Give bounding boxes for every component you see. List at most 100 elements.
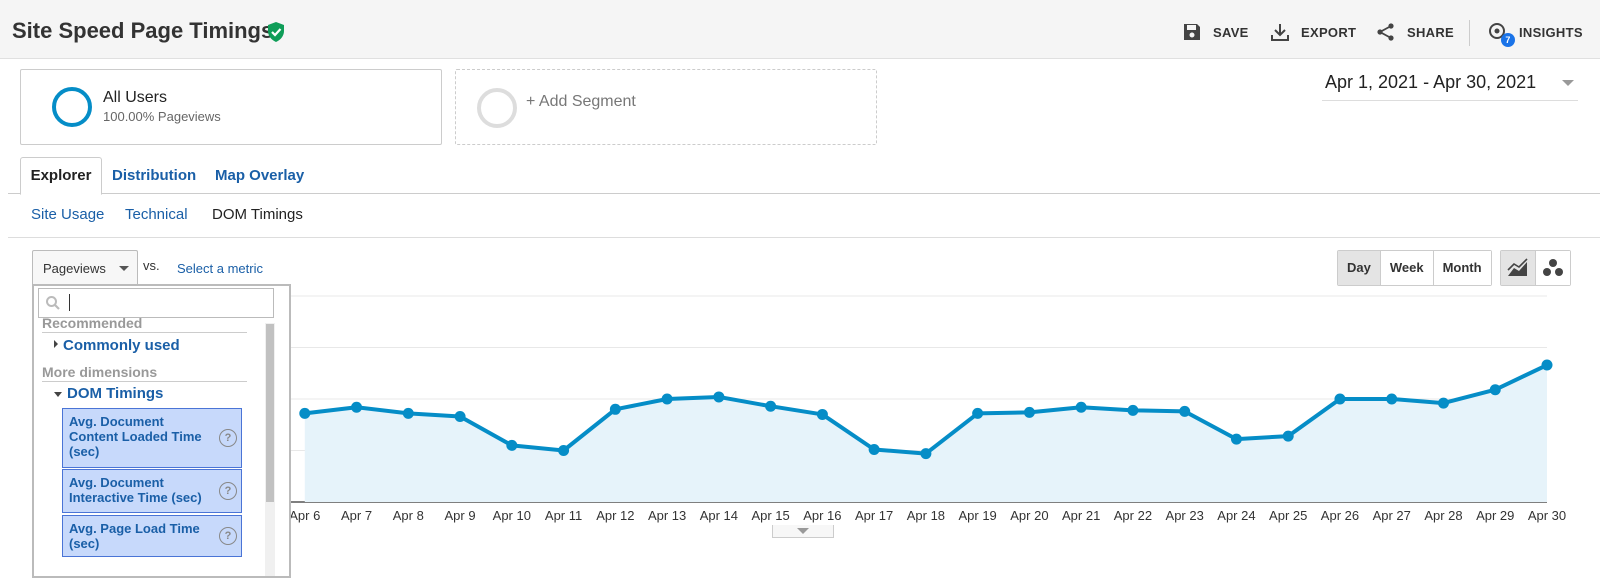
help-icon[interactable]: ? [219,527,237,545]
x-tick-label: Apr 20 [1010,508,1048,523]
data-point-apr-11 [558,445,570,456]
x-tick-label: Apr 11 [545,508,582,523]
x-tick-label: Apr 23 [1166,508,1204,523]
x-tick-label: Apr 18 [907,508,945,523]
data-point-apr-14 [713,391,725,403]
granularity-toggle: Day Week Month [1337,250,1492,286]
metric-label: Avg. Document Interactive Time (sec) [69,475,202,505]
data-point-apr-10 [506,439,518,451]
x-tick-label: Apr 24 [1217,508,1255,523]
chart-collapse-handle[interactable] [772,525,834,538]
chart-type-toggle [1500,250,1571,286]
granularity-month[interactable]: Month [1432,251,1491,285]
date-range-picker[interactable]: Apr 1, 2021 - Apr 30, 2021 [1325,72,1537,92]
metric-avg-page-load-time[interactable]: Avg. Page Load Time (sec) ? [62,515,242,557]
segment-all-users[interactable]: All Users 100.00% Pageviews [20,69,442,145]
metric-search-input[interactable] [38,288,274,318]
series-area [304,365,1547,502]
tab-distribution[interactable]: Distribution [112,167,197,184]
metric-select-button[interactable]: Pageviews [32,250,138,285]
x-tick-label: Apr 29 [1476,508,1514,523]
empty-segment-ring [477,88,517,128]
data-point-apr-30 [1541,359,1553,371]
data-point-apr-7 [351,401,363,413]
x-tick-label: Apr 27 [1373,508,1411,523]
x-tick-label: Apr 15 [751,508,789,523]
data-point-apr-29 [1489,384,1501,396]
help-icon[interactable]: ? [219,482,237,500]
data-point-apr-12 [609,403,621,415]
export-button[interactable]: EXPORT [1269,20,1356,44]
data-point-apr-9 [454,411,466,423]
data-point-apr-8 [402,407,414,419]
x-tick-label: Apr 25 [1269,508,1307,523]
granularity-day[interactable]: Day [1338,251,1380,285]
group-header-more-dimensions: More dimensions [42,364,158,380]
motion-chart-button[interactable] [1535,251,1570,285]
data-point-apr-23 [1179,405,1191,417]
insights-icon [1489,23,1505,39]
x-tick-label: Apr 10 [493,508,531,523]
save-icon [1184,24,1200,40]
tab-explorer[interactable]: Explorer [20,157,102,195]
data-point-apr-15 [765,400,777,412]
download-icon [1271,24,1289,41]
metric-avg-dom-interactive-time[interactable]: Avg. Document Interactive Time (sec) ? [62,469,242,513]
data-point-apr-24 [1230,433,1242,445]
tree-item-commonly-used[interactable]: Commonly used [63,337,180,354]
expand-arrow-icon[interactable] [54,340,58,348]
caret-down-icon [119,266,129,271]
data-point-apr-26 [1334,393,1346,405]
line-chart-icon [1507,258,1528,276]
segment-name: All Users [103,89,168,106]
add-segment-button[interactable]: + Add Segment [455,69,877,145]
insights-button[interactable]: 7 INSIGHTS [1487,20,1583,47]
data-point-apr-16 [816,408,828,420]
tabs-divider [8,193,1600,194]
subtab-dom-timings[interactable]: DOM Timings [212,206,303,223]
tab-map-overlay[interactable]: Map Overlay [215,167,305,184]
x-tick-label: Apr 22 [1114,508,1152,523]
dropdown-scroll-thumb[interactable] [266,324,274,502]
report-header [0,0,1600,59]
metric-avg-dcl-time[interactable]: Avg. Document Content Loaded Time (sec) … [62,408,242,468]
tree-item-dom-timings[interactable]: DOM Timings [67,385,164,402]
date-range-underline [1322,100,1578,101]
x-tick-label: Apr 30 [1528,508,1566,523]
help-icon[interactable]: ? [219,429,237,447]
granularity-week[interactable]: Week [1379,251,1433,285]
chevron-down-icon [797,528,809,534]
data-point-apr-20 [1023,406,1035,418]
line-chart-button[interactable] [1501,251,1535,285]
share-button[interactable]: SHARE [1375,20,1454,44]
collapse-arrow-icon[interactable] [54,392,62,397]
data-point-apr-6 [299,407,311,419]
share-label: SHARE [1407,24,1455,40]
subtab-technical[interactable]: Technical [125,206,188,223]
insights-label: INSIGHTS [1519,24,1583,40]
metric-label: Avg. Page Load Time (sec) [69,521,200,551]
data-point-apr-18 [920,448,932,460]
x-tick-label: Apr 9 [445,508,476,523]
vs-label: vs. [143,258,160,273]
data-point-apr-28 [1437,397,1449,409]
x-tick-label: Apr 7 [341,508,372,523]
export-label: EXPORT [1301,24,1357,40]
share-icon [1377,23,1394,41]
chevron-down-icon[interactable] [1562,80,1574,86]
metric-label: Avg. Document Content Loaded Time (sec) [69,414,202,459]
text-cursor [69,294,70,311]
save-button[interactable]: SAVE [1181,20,1249,44]
subtab-site-usage[interactable]: Site Usage [31,206,105,223]
select-metric-link[interactable]: Select a metric [177,261,263,276]
x-tick-label: Apr 6 [289,508,320,523]
subtabs-divider [8,237,1600,238]
data-point-apr-21 [1075,401,1087,413]
x-tick-label: Apr 12 [596,508,634,523]
data-point-apr-19 [972,407,984,419]
x-tick-label: Apr 14 [700,508,738,523]
segment-detail: 100.00% Pageviews [103,109,221,124]
x-tick-label: Apr 26 [1321,508,1359,523]
insights-count-badge: 7 [1501,33,1515,47]
